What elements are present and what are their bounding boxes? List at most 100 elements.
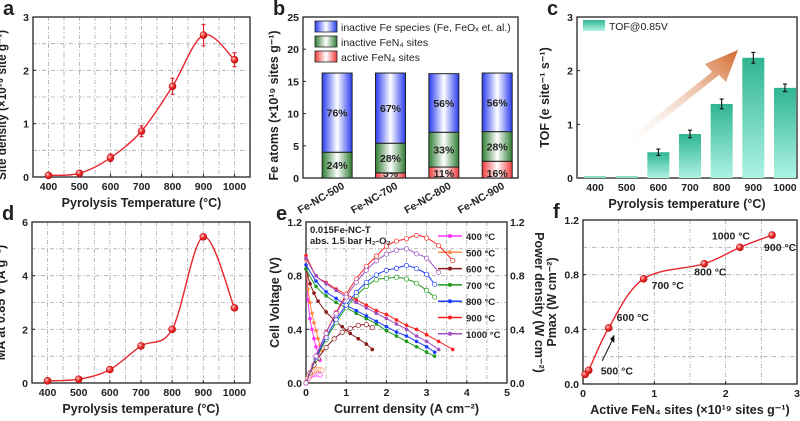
bar-percent-label: 11% — [434, 168, 455, 180]
bar-percent-label: 33% — [433, 145, 455, 157]
y-tick-label: 0.8 — [287, 271, 302, 283]
voltage-point — [404, 334, 409, 338]
y-tick-label: 1.2 — [564, 215, 579, 227]
bar — [584, 176, 607, 178]
bar-percent-label: 28% — [487, 141, 509, 153]
data-point — [736, 243, 744, 252]
panel-e: e 0.0 0.4 0.8 1.2 0.0 0.4 0.8 1.2 0 1 2 3 4 5 Current d… — [268, 203, 546, 416]
y-tick-label: 4 — [22, 271, 28, 283]
voltage-point — [314, 328, 318, 333]
bar-percent-label: 56% — [487, 97, 509, 109]
voltage-point — [384, 328, 389, 333]
legend-label: active FeN₄ sites — [341, 52, 420, 64]
power-point — [403, 236, 410, 242]
voltage-point — [436, 347, 441, 352]
legend-label: 500 °C — [466, 248, 495, 259]
data-point — [106, 365, 114, 374]
x-tick-label: 2 — [383, 387, 389, 399]
voltage-point — [364, 314, 369, 318]
legend-marker — [448, 266, 452, 271]
x-tick-label: 0 — [580, 388, 586, 400]
y-tick-label: 0.8 — [564, 270, 579, 282]
x-tick-label: 500 — [618, 182, 636, 194]
voltage-point — [374, 319, 379, 324]
x-tick-label: 0 — [303, 387, 309, 399]
x-tick-label: 700 — [681, 182, 699, 194]
data-point — [584, 366, 593, 375]
x-tick-label: Fe-NC-700 — [349, 180, 400, 216]
voltage-point — [384, 316, 389, 321]
legend-swatch — [314, 20, 338, 33]
power-point — [436, 243, 442, 249]
panel-f: f 0.0 0.4 0.8 1.2 0 1 2 3 Active FeN₄ sites (×10¹… — [545, 201, 800, 417]
y-axis-label: Fe atoms (×10¹⁹ sites g⁻¹) — [267, 31, 281, 181]
power-point — [313, 353, 319, 359]
panel-c: c 0 1 2 3 Pyrolysis temperature (°C) TOF (e si… — [538, 0, 798, 211]
panel-letter: b — [273, 0, 285, 20]
error-bar — [719, 98, 724, 110]
voltage-point — [432, 354, 437, 358]
power-point — [333, 311, 339, 317]
power-point — [355, 322, 361, 328]
x-tick-label: Fe-NC-800 — [402, 180, 453, 216]
bar-percent-label: 24% — [327, 160, 349, 172]
panel-letter: a — [3, 0, 15, 20]
voltage-point — [424, 344, 429, 349]
x-axis-label: Active FeN₄ sites (×10¹⁹ sites g⁻¹) — [590, 403, 789, 417]
voltage-point — [314, 273, 318, 278]
y-tick-label: 0 — [293, 173, 299, 185]
y-tick-label: 0 — [567, 173, 573, 185]
point-label: 500 °C — [601, 365, 634, 377]
voltage-point — [384, 324, 389, 329]
power-point — [393, 238, 400, 244]
voltage-point — [312, 291, 316, 295]
y-axis-label: Pmax (W cm⁻²) — [545, 257, 559, 346]
voltage-point — [394, 318, 399, 322]
x-tick-label: 4 — [464, 387, 470, 399]
legend-marker — [448, 299, 452, 304]
power-point — [319, 367, 325, 373]
bar-percent-label: 76% — [327, 108, 349, 120]
point-label: 1000 °C — [712, 230, 750, 242]
y-tick-label: 0 — [22, 378, 28, 390]
x-tick-label: Fe-NC-900 — [456, 180, 507, 216]
y2-axis-label: Power density (W cm⁻²) — [532, 232, 546, 373]
legend-swatch — [583, 20, 605, 31]
bar-segment — [374, 72, 406, 144]
voltage-point — [436, 339, 441, 344]
bar — [647, 152, 670, 178]
data-point — [768, 231, 776, 239]
voltage-point — [370, 347, 375, 352]
voltage-point — [304, 256, 308, 261]
x-axis-label: Pyrolysis Temperature (°C) — [62, 196, 222, 210]
x-tick-label: 400 — [39, 387, 57, 399]
voltage-point — [308, 300, 312, 305]
voltage-point — [394, 330, 399, 334]
point-label: 900 °C — [764, 242, 797, 254]
power-point — [317, 372, 323, 378]
power-point — [413, 266, 420, 272]
power-point — [403, 246, 410, 252]
voltage-point — [394, 322, 399, 326]
voltage-point — [432, 350, 437, 354]
voltage-point — [364, 306, 369, 310]
panel-d: d 0 2 4 6 400 500 600 700 800 900 1000 Pyrolysis tem… — [0, 203, 251, 416]
x-tick-label: 3 — [424, 387, 430, 399]
power-point — [393, 265, 400, 271]
bar — [773, 87, 796, 178]
y2-tick-label: 0.0 — [510, 378, 525, 390]
y-tick-label: 2 — [23, 65, 29, 77]
voltage-point — [414, 327, 419, 332]
data-point — [230, 55, 239, 64]
power-point — [303, 380, 309, 386]
data-point — [106, 154, 115, 162]
plot-frame — [302, 16, 519, 179]
voltage-point — [404, 327, 409, 332]
voltage-point — [374, 308, 379, 313]
data-point — [199, 31, 208, 39]
voltage-point — [394, 334, 399, 338]
x-axis-label: Pyrolysis temperature (°C) — [608, 197, 765, 211]
voltage-point — [316, 336, 320, 341]
